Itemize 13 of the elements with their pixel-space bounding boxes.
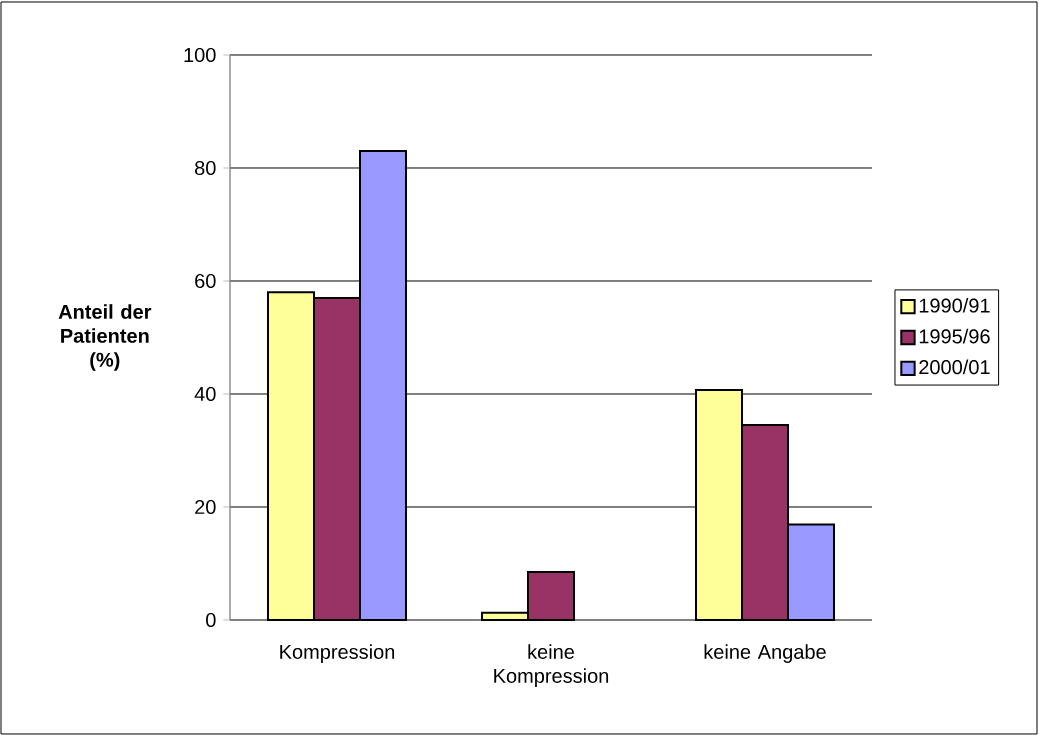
y-axis-title: Anteil der Patienten (%) — [58, 304, 152, 371]
y-tick-label: 80 — [195, 160, 216, 176]
y-tick-label: 20 — [195, 499, 216, 515]
legend-label: 2000/01 — [919, 359, 990, 375]
y-tick-label: 40 — [194, 386, 216, 402]
x-tick-label: keine Kompression — [494, 644, 609, 687]
y-tick-label: 60 — [195, 273, 216, 289]
x-tick-label: Kompression — [280, 644, 395, 663]
y-tick-label: 100 — [184, 47, 216, 63]
legend-label: 1995/96 — [919, 328, 990, 344]
y-tick-label: 0 — [206, 612, 216, 628]
legend-label: 1990/91 — [919, 297, 990, 313]
x-tick-label: keine Angabe — [704, 644, 826, 663]
